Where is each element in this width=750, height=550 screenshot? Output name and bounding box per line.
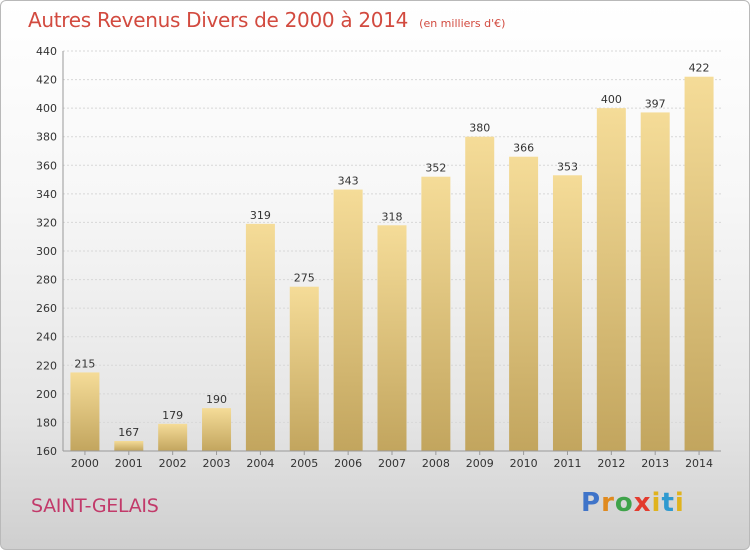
logo-letter: t: [661, 488, 675, 518]
x-tick-label: 2008: [422, 457, 450, 470]
y-tick-label: 420: [36, 74, 57, 87]
bar-2013[interactable]: [640, 112, 670, 451]
bar-2006[interactable]: [333, 189, 363, 452]
y-tick-label: 280: [36, 274, 57, 287]
bar-2004[interactable]: [245, 223, 275, 451]
x-tick-label: 2006: [334, 457, 362, 470]
bar-2005[interactable]: [289, 286, 319, 451]
y-tick-label: 340: [36, 188, 57, 201]
y-tick-label: 240: [36, 331, 57, 344]
x-tick-label: 2014: [685, 457, 713, 470]
logo-letter: r: [601, 488, 615, 518]
data-label: 319: [250, 209, 271, 222]
chart-title: Autres Revenus Divers de 2000 à 2014 (en…: [28, 8, 505, 32]
bar-2007[interactable]: [377, 225, 407, 451]
x-tick-label: 2005: [290, 457, 318, 470]
data-label: 380: [469, 122, 490, 135]
y-tick-label: 440: [36, 45, 57, 58]
x-tick-label: 2004: [246, 457, 274, 470]
x-tick-label: 2001: [115, 457, 143, 470]
y-tick-label: 300: [36, 245, 57, 258]
data-label: 190: [206, 393, 227, 406]
bar-2014[interactable]: [684, 76, 714, 451]
bar-2002[interactable]: [158, 423, 188, 451]
x-tick-label: 2013: [641, 457, 669, 470]
y-tick-label: 200: [36, 388, 57, 401]
logo-letter: P: [581, 488, 602, 518]
logo-letter: x: [633, 488, 652, 518]
data-label: 275: [294, 272, 315, 285]
logo-letter: i: [674, 488, 685, 518]
logo-letter: i: [651, 488, 662, 518]
data-label: 400: [601, 93, 622, 106]
data-label: 167: [118, 426, 139, 439]
y-tick-label: 320: [36, 216, 57, 229]
bar-2000[interactable]: [70, 372, 100, 451]
proxiti-logo[interactable]: Proxiti: [581, 488, 685, 518]
bar-2010[interactable]: [509, 156, 539, 451]
y-tick-label: 260: [36, 302, 57, 315]
commune-name: SAINT-GELAIS: [31, 495, 159, 517]
chart-unit: (en milliers d'€): [419, 17, 506, 30]
bar-2011[interactable]: [552, 175, 582, 452]
chart-title-text: Autres Revenus Divers de 2000 à 2014: [28, 8, 409, 32]
x-tick-label: 2011: [553, 457, 581, 470]
data-label: 179: [162, 409, 183, 422]
x-tick-label: 2003: [203, 457, 231, 470]
data-label: 422: [689, 62, 710, 75]
bar-2012[interactable]: [596, 108, 626, 452]
x-tick-label: 2002: [159, 457, 187, 470]
logo-letter: o: [614, 488, 634, 518]
x-tick-label: 2000: [71, 457, 99, 470]
x-tick-label: 2010: [510, 457, 538, 470]
data-label: 366: [513, 142, 534, 155]
bar-2008[interactable]: [421, 176, 451, 451]
y-tick-label: 360: [36, 159, 57, 172]
bar-2001[interactable]: [114, 441, 144, 451]
data-label: 352: [425, 162, 446, 175]
y-tick-label: 160: [36, 445, 57, 458]
x-tick-label: 2012: [597, 457, 625, 470]
y-tick-label: 380: [36, 131, 57, 144]
y-tick-label: 220: [36, 359, 57, 372]
x-tick-label: 2007: [378, 457, 406, 470]
bar-2003[interactable]: [202, 408, 232, 451]
data-label: 215: [74, 357, 95, 370]
x-tick-label: 2009: [466, 457, 494, 470]
data-label: 353: [557, 160, 578, 173]
data-label: 397: [645, 97, 666, 110]
data-label: 318: [382, 210, 403, 223]
bar-2009[interactable]: [465, 136, 495, 451]
y-tick-label: 400: [36, 102, 57, 115]
data-label: 343: [338, 175, 359, 188]
y-tick-label: 180: [36, 416, 57, 429]
